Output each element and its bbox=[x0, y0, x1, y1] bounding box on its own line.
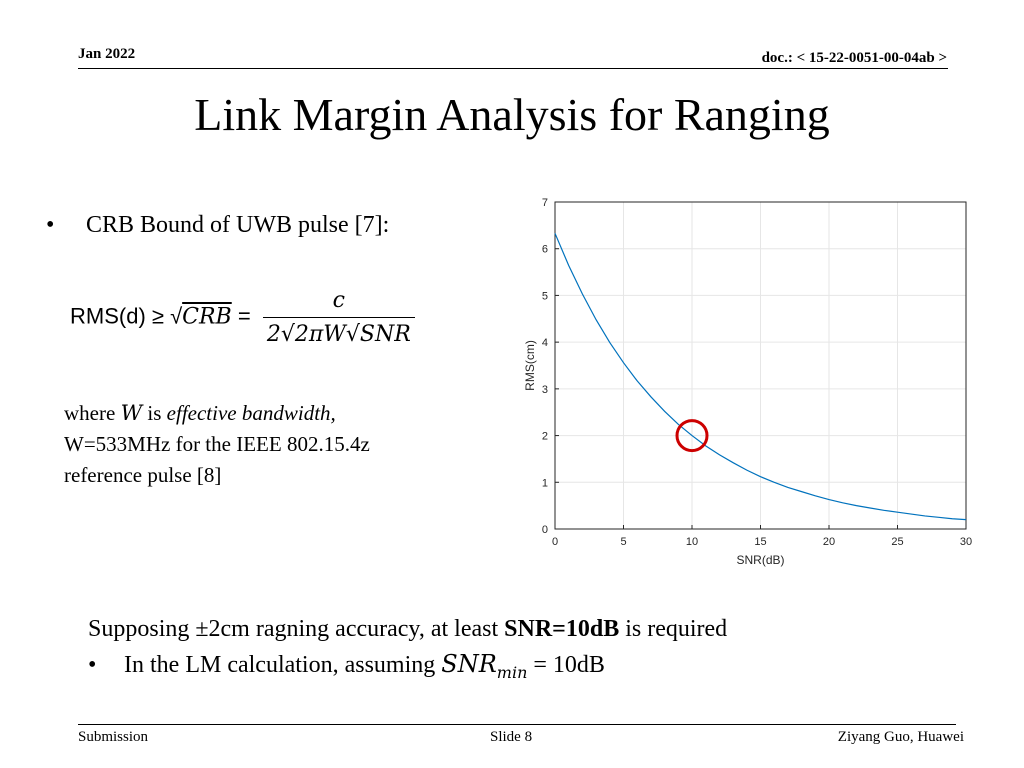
header-date: Jan 2022 bbox=[78, 46, 136, 62]
chart-grid bbox=[554, 201, 967, 530]
where-is: is bbox=[147, 401, 162, 425]
snr-symbol: SNR bbox=[441, 650, 497, 678]
x-tick-label: 5 bbox=[620, 536, 626, 548]
formula-eq: = bbox=[231, 303, 251, 329]
accuracy-statement: Supposing ±2cm ragning accuracy, at leas… bbox=[88, 616, 727, 643]
doc-number: < 15-22-0051-00-04ab > bbox=[796, 50, 947, 66]
x-tick-label: 0 bbox=[552, 536, 558, 548]
slide-title: Link Margin Analysis for Ranging bbox=[194, 89, 830, 140]
where-line3: reference pulse [8] bbox=[64, 463, 222, 487]
formula-denominator: 2√2πW√SNR bbox=[266, 322, 411, 347]
chart-ticks: 0 5 10 15 20 25 30 0 1 2 3 4 5 6 7 bbox=[542, 197, 972, 548]
snr-marker-circle bbox=[675, 419, 709, 453]
x-axis-label: SNR(dB) bbox=[736, 553, 784, 567]
formula-lhs: RMS(d) ≥ √ bbox=[70, 303, 183, 329]
accuracy-post: is required bbox=[625, 616, 728, 642]
x-tick-label: 10 bbox=[686, 536, 698, 548]
y-tick-label: 0 bbox=[542, 524, 548, 536]
x-tick-label: 15 bbox=[754, 536, 766, 548]
accuracy-pre: Supposing ±2cm ragning accuracy, at leas… bbox=[88, 616, 499, 642]
where-symbol: W bbox=[120, 401, 143, 425]
accuracy-snr: SNR=10dB bbox=[504, 616, 620, 642]
where-word: where bbox=[64, 401, 116, 425]
formula-numerator: c bbox=[262, 288, 415, 318]
formula-fraction: c 2√2πW√SNR bbox=[262, 288, 415, 347]
where-emphasis: effective bandwidth, bbox=[166, 401, 336, 425]
where-line2: W=533MHz for the IEEE 802.15.4z bbox=[64, 432, 370, 456]
y-tick-label: 7 bbox=[542, 197, 548, 209]
bullet-dot: • bbox=[46, 212, 55, 238]
x-tick-label: 30 bbox=[960, 536, 972, 548]
footer-author: Ziyang Guo, Huawei bbox=[837, 729, 964, 745]
bullet-crb-text: CRB Bound of UWB pulse [7]: bbox=[86, 212, 390, 238]
footer-slide-number: Slide 8 bbox=[490, 729, 533, 745]
footer-divider bbox=[78, 724, 956, 725]
crb-formula: RMS(d) ≥ √CRB = c 2√2πW√SNR bbox=[70, 288, 415, 347]
formula-crb: CRB bbox=[182, 304, 232, 330]
y-tick-label: 1 bbox=[542, 477, 548, 489]
x-tick-label: 20 bbox=[823, 536, 835, 548]
footer-submission: Submission bbox=[78, 729, 149, 745]
y-tick-label: 3 bbox=[542, 384, 548, 396]
y-tick-label: 4 bbox=[542, 337, 548, 349]
header-doc-id: doc.: < 15-22-0051-00-04ab > bbox=[762, 50, 947, 67]
bullet-dot: • bbox=[88, 652, 97, 678]
rms-snr-chart: 0 5 10 15 20 25 30 0 1 2 3 4 5 6 7 SNR(dB) RMS(cm) bbox=[523, 197, 972, 567]
x-tick-label: 25 bbox=[891, 536, 903, 548]
rms-curve bbox=[554, 233, 967, 521]
bullet-lm-pre: In the LM calculation, assuming bbox=[124, 652, 436, 678]
where-note: where W is effective bandwidth, W=533MHz… bbox=[64, 398, 464, 491]
snr-subscript: min bbox=[496, 662, 528, 682]
y-axis-label: RMS(cm) bbox=[523, 340, 537, 391]
y-tick-label: 2 bbox=[542, 431, 548, 443]
bullet-crb: • CRB Bound of UWB pulse [7]: bbox=[46, 212, 389, 239]
y-tick-label: 6 bbox=[542, 244, 548, 256]
header-divider bbox=[78, 68, 948, 69]
bullet-lm: • In the LM calculation, assuming SNRmin … bbox=[88, 650, 605, 682]
bullet-lm-post: = 10dB bbox=[533, 652, 605, 678]
doc-prefix: doc.: bbox=[761, 50, 793, 66]
y-tick-label: 5 bbox=[542, 290, 548, 302]
